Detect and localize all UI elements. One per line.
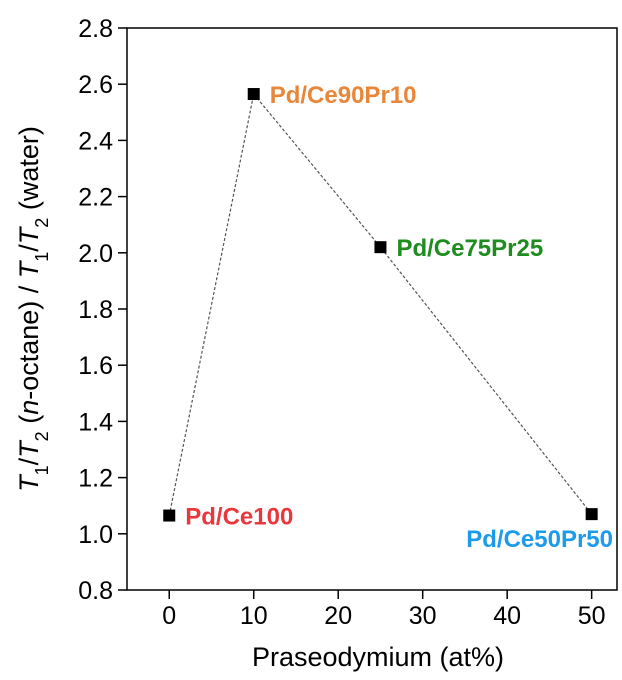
y-label-part: 2	[32, 431, 52, 441]
y-tick-label: 2.0	[78, 240, 113, 268]
y-label-part: 1	[32, 252, 52, 262]
y-tick-label: 1.4	[78, 408, 113, 436]
y-tick-label: 1.0	[78, 521, 113, 549]
x-tick-label: 40	[493, 602, 521, 630]
y-tick-label: 2.8	[78, 15, 113, 43]
y-label-part: n	[14, 400, 44, 415]
x-tick-label: 0	[162, 602, 176, 630]
y-tick-label: 2.4	[78, 127, 113, 155]
y-label-part: T	[14, 439, 44, 458]
y-label-part: /	[14, 457, 44, 465]
data-point	[374, 241, 387, 254]
data-point	[247, 88, 260, 101]
point-label: Pd/Ce100	[185, 504, 293, 531]
x-tick-label: 50	[578, 602, 606, 630]
y-label-part: T	[14, 225, 44, 244]
y-tick-label: 1.2	[78, 465, 113, 493]
y-axis-label: T1/T2 (n-octane) / T1/T2 (water)	[14, 126, 52, 492]
y-label-part: -octane) /	[14, 278, 44, 400]
connector-line	[168, 92, 593, 516]
x-axis-label: Praseodymium (at%)	[252, 642, 504, 672]
data-point	[585, 508, 598, 521]
point-label: Pd/Ce75Pr25	[396, 235, 543, 262]
x-tick-label: 20	[324, 602, 352, 630]
y-tick-label: 2.6	[78, 71, 113, 99]
x-tick-label: 10	[240, 602, 268, 630]
y-tick-label: 1.8	[78, 296, 113, 324]
y-label-part: 2	[32, 218, 52, 228]
y-tick-label: 2.2	[78, 184, 113, 212]
point-label: Pd/Ce90Pr10	[270, 82, 417, 109]
y-label-part: T	[14, 473, 44, 492]
data-point	[163, 509, 176, 522]
y-label-part: (	[14, 415, 44, 432]
y-tick-label: 0.8	[78, 577, 113, 605]
x-tick-label: 30	[409, 602, 437, 630]
y-label-part: (water)	[14, 126, 44, 218]
y-label-part: 1	[32, 465, 52, 475]
y-label-part: T	[14, 259, 44, 278]
y-tick-label: 1.6	[78, 352, 113, 380]
point-label: Pd/Ce50Pr50	[466, 526, 613, 553]
y-label-part: /	[14, 244, 44, 252]
